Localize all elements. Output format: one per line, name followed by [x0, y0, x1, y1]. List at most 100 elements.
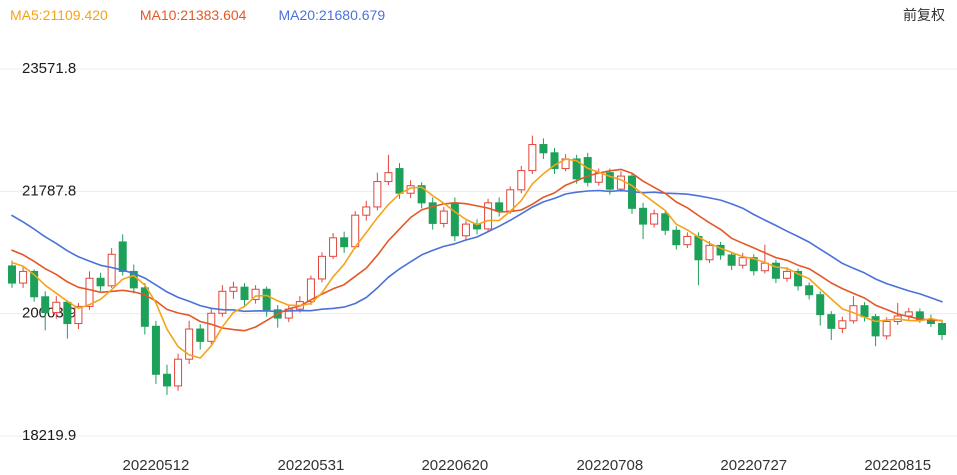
- candle-body: [151, 325, 160, 375]
- candle: [694, 232, 703, 286]
- candle-body: [207, 312, 216, 342]
- candle: [174, 353, 183, 391]
- candle: [151, 320, 160, 384]
- candle-body: [351, 214, 360, 248]
- candle: [771, 259, 780, 284]
- candle-body: [251, 288, 260, 301]
- candle: [185, 320, 194, 364]
- candle: [450, 197, 459, 242]
- candle-body: [85, 277, 94, 307]
- candle-body: [140, 287, 149, 327]
- candle-body: [163, 373, 171, 387]
- x-axis-label: 20220620: [421, 457, 488, 474]
- ma10-legend-label: MA10:21383.604: [139, 7, 247, 23]
- candle: [196, 324, 205, 350]
- y-axis-label: 20003.9: [22, 305, 76, 322]
- candle: [738, 252, 747, 269]
- candle-body: [107, 253, 116, 287]
- candle-body: [550, 152, 559, 170]
- candle-body: [218, 290, 227, 314]
- candle: [52, 296, 61, 319]
- candle: [550, 147, 559, 175]
- candle-body: [484, 202, 493, 230]
- candle: [517, 165, 526, 194]
- candle-body: [8, 265, 16, 284]
- candle: [63, 300, 72, 339]
- candle-body: [805, 285, 814, 296]
- candle: [207, 308, 216, 345]
- candle: [240, 283, 249, 306]
- candle-body: [639, 207, 648, 225]
- candle-body: [174, 358, 183, 387]
- candle: [229, 281, 238, 299]
- candle-body: [63, 301, 72, 325]
- candle: [273, 305, 282, 328]
- candle: [705, 241, 714, 264]
- candle: [783, 267, 791, 282]
- x-axis-label: 20220708: [576, 457, 643, 474]
- candle: [616, 171, 625, 192]
- candle-body: [96, 277, 105, 287]
- candle-body: [185, 328, 194, 360]
- candle: [473, 219, 481, 235]
- candle: [19, 267, 28, 288]
- candle: [439, 206, 448, 228]
- candle-body: [672, 229, 681, 246]
- candle-body: [771, 262, 780, 279]
- candle-body: [838, 320, 847, 329]
- candle-body: [340, 237, 349, 248]
- candle-body: [52, 301, 61, 314]
- candle-body: [517, 170, 526, 191]
- x-axis-label: 20220727: [720, 457, 787, 474]
- candle: [661, 210, 670, 236]
- candle-body: [229, 286, 238, 292]
- candle: [838, 316, 847, 334]
- candle-body: [827, 314, 836, 329]
- candle-body: [439, 210, 448, 224]
- y-axis-label: 18219.9: [22, 427, 76, 444]
- candle: [561, 154, 570, 172]
- candle: [461, 220, 470, 240]
- candle-body: [30, 270, 39, 298]
- candle-body: [373, 181, 382, 208]
- candle-body: [306, 278, 315, 303]
- candle: [572, 154, 581, 184]
- candle-body: [240, 286, 249, 301]
- candle-body: [450, 202, 459, 237]
- candle: [727, 251, 736, 271]
- candle: [683, 232, 692, 249]
- candle-body: [262, 288, 271, 311]
- candle: [605, 168, 614, 195]
- candle-body: [41, 296, 50, 314]
- ma20-line: [11, 189, 943, 313]
- candle: [262, 286, 271, 317]
- candle-body: [461, 223, 470, 237]
- candle: [882, 317, 891, 340]
- candle-body: [727, 254, 736, 266]
- candle: [495, 197, 504, 217]
- candle: [849, 296, 858, 324]
- candle-body: [572, 158, 581, 180]
- candle-body: [395, 168, 404, 194]
- candle: [484, 198, 493, 232]
- candle-body: [661, 213, 670, 231]
- candle-body: [528, 144, 537, 172]
- candle-body: [816, 294, 825, 316]
- candle-body: [318, 255, 326, 280]
- candle: [871, 313, 880, 347]
- candle-body: [871, 316, 880, 337]
- ma-legend: MA5:21109.420 MA10:21383.604 MA20:21680.…: [10, 6, 945, 24]
- candle-body: [860, 305, 869, 318]
- candle: [716, 241, 725, 260]
- candle: [218, 285, 227, 317]
- candle-body: [760, 262, 769, 272]
- candle-body: [738, 257, 747, 266]
- candle-body: [683, 235, 692, 246]
- candle: [539, 138, 548, 159]
- candle: [794, 268, 803, 291]
- y-axis-label: 23571.8: [22, 60, 76, 77]
- adjust-mode-label[interactable]: 前复权: [903, 7, 945, 23]
- candle: [329, 233, 338, 260]
- candle-body: [794, 270, 803, 287]
